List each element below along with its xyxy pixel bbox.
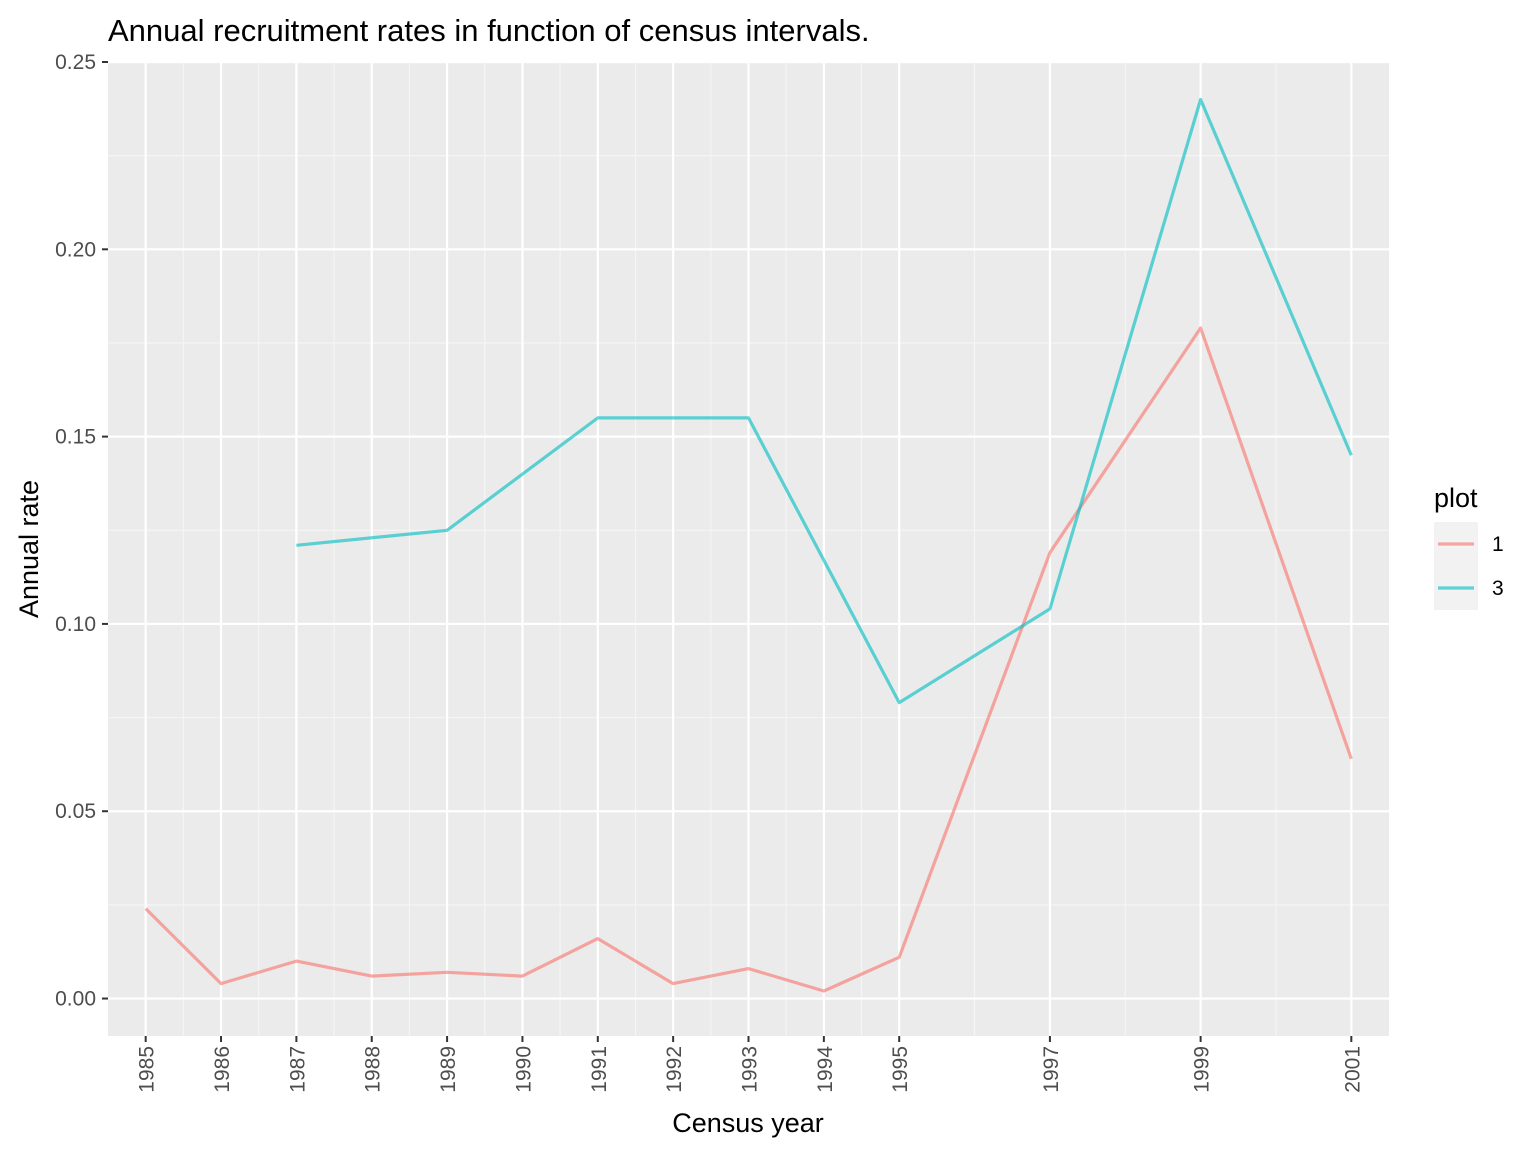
y-axis: 0.00 0.05 0.10 0.15 0.20 0.25 <box>55 51 108 1011</box>
legend: plot 13 <box>1434 483 1504 610</box>
legend-label: 1 <box>1492 533 1504 556</box>
x-tick-label: 1997 <box>1040 1046 1063 1093</box>
x-tick-label: 1992 <box>663 1046 686 1093</box>
x-tick-label: 2001 <box>1341 1046 1364 1093</box>
x-tick-label: 1986 <box>211 1046 234 1093</box>
legend-title: plot <box>1434 483 1478 513</box>
x-tick-label: 1995 <box>889 1046 912 1093</box>
x-tick-label: 1989 <box>437 1046 460 1093</box>
x-tick-label: 1991 <box>588 1046 611 1093</box>
y-tick-label: 0.00 <box>55 988 96 1011</box>
legend-label: 3 <box>1492 577 1504 600</box>
chart-title: Annual recruitment rates in function of … <box>108 13 870 48</box>
series-line-3 <box>296 97 1353 705</box>
minor-gridlines-x <box>182 62 1277 1036</box>
x-tick-label: 1994 <box>814 1046 837 1093</box>
x-axis: 1985 1986 1987 1988 1989 1990 1991 1992 1993 1994… <box>136 1036 1364 1093</box>
x-tick-label: 1987 <box>286 1046 309 1093</box>
major-gridlines-x <box>144 62 1353 1036</box>
x-tick-label: 1988 <box>362 1046 385 1093</box>
y-tick-label: 0.15 <box>55 426 96 449</box>
x-tick-label: 1993 <box>739 1046 762 1093</box>
x-tick-label: 1990 <box>512 1046 535 1093</box>
y-tick-label: 0.05 <box>55 800 96 823</box>
y-axis-title: Annual rate <box>14 480 44 618</box>
y-tick-label: 0.25 <box>55 51 96 74</box>
legend-items: 13 <box>1434 522 1504 610</box>
x-axis-title: Census year <box>672 1108 824 1138</box>
x-tick-label: 1985 <box>136 1046 159 1093</box>
y-tick-label: 0.20 <box>55 238 96 261</box>
series-line-1 <box>144 326 1353 993</box>
y-tick-label: 0.10 <box>55 613 96 636</box>
series-layer <box>144 97 1353 993</box>
x-tick-label: 1999 <box>1191 1046 1214 1093</box>
